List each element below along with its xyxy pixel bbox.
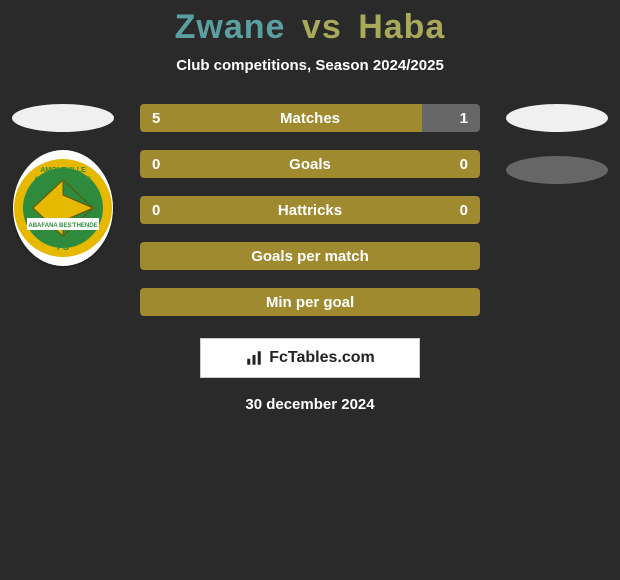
stat-label: Hattricks — [278, 202, 342, 219]
content-area: AMONTVILLE GOLDEN ARROWS ABAFANA BES'THE… — [0, 104, 620, 413]
attribution-text: FcTables.com — [269, 349, 375, 367]
player2-ellipse-bottom-icon — [506, 156, 608, 184]
subtitle: Club competitions, Season 2024/2025 — [0, 57, 620, 74]
stat-bar: Min per goal — [140, 288, 480, 316]
stat-left-value: 0 — [152, 202, 160, 219]
stat-right-value: 1 — [460, 110, 468, 127]
right-side-column — [502, 104, 612, 184]
left-side-column: AMONTVILLE GOLDEN ARROWS ABAFANA BES'THE… — [8, 104, 118, 266]
generation-date: 30 december 2024 — [0, 396, 620, 413]
player2-name: Haba — [358, 8, 445, 46]
player1-club-crest-icon: AMONTVILLE GOLDEN ARROWS ABAFANA BES'THE… — [13, 150, 113, 266]
vs-text: vs — [302, 8, 342, 46]
stat-bar: 5 Matches 1 — [140, 104, 480, 132]
crest-fc-text: FC — [57, 242, 69, 252]
player2-ellipse-top-icon — [506, 104, 608, 132]
bar-overlay: 5 Matches 1 — [140, 104, 480, 132]
attribution-badge: FcTables.com — [200, 338, 420, 378]
bar-overlay: Min per goal — [140, 288, 480, 316]
stat-bar: Goals per match — [140, 242, 480, 270]
comparison-title: Zwane vs Haba — [0, 0, 620, 47]
stat-label: Goals per match — [251, 248, 369, 265]
stat-bars: 5 Matches 1 0 Goals 0 0 Hattricks 0 Goals per mat… — [140, 104, 480, 316]
crest-top-text: AMONTVILLE — [40, 167, 86, 174]
stat-label: Goals — [289, 156, 331, 173]
bar-overlay: 0 Hattricks 0 — [140, 196, 480, 224]
stat-right-value: 0 — [460, 156, 468, 173]
bar-overlay: Goals per match — [140, 242, 480, 270]
stat-bar: 0 Hattricks 0 — [140, 196, 480, 224]
stat-label: Min per goal — [266, 294, 354, 311]
crest-mid-text: GOLDEN ARROWS — [35, 176, 91, 183]
stat-label: Matches — [280, 110, 340, 127]
crest-band-text: ABAFANA BES'THENDE — [28, 223, 97, 229]
player1-name: Zwane — [175, 8, 286, 46]
stat-left-value: 5 — [152, 110, 160, 127]
bar-chart-icon — [245, 349, 263, 367]
stat-left-value: 0 — [152, 156, 160, 173]
stat-bar: 0 Goals 0 — [140, 150, 480, 178]
bar-overlay: 0 Goals 0 — [140, 150, 480, 178]
player1-ellipse-icon — [12, 104, 114, 132]
stat-right-value: 0 — [460, 202, 468, 219]
